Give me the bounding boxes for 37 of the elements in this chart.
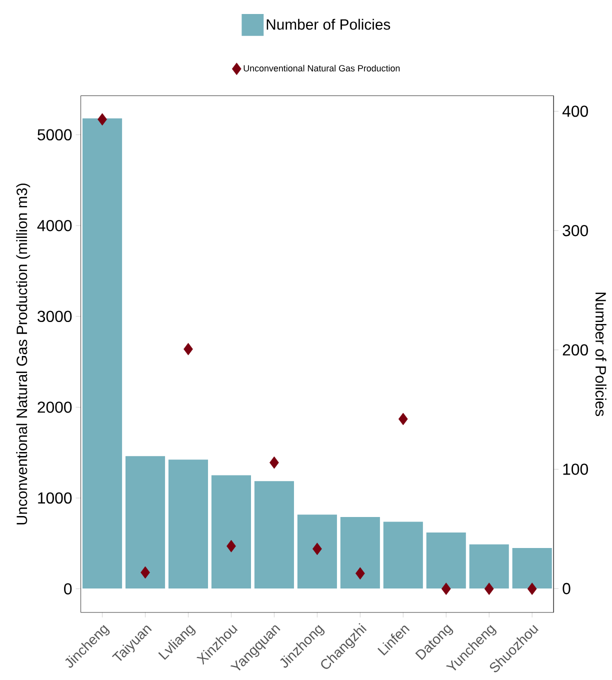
point — [484, 582, 494, 595]
bar — [340, 516, 380, 589]
bar — [469, 544, 509, 589]
bar — [211, 475, 251, 589]
bar — [426, 532, 466, 589]
bar — [297, 514, 337, 589]
bar — [383, 522, 423, 589]
bar — [512, 548, 552, 589]
y-tick-label: 3000 — [37, 310, 72, 322]
point — [269, 456, 279, 469]
point — [527, 582, 537, 595]
y2-tick-label: 0 — [562, 582, 570, 594]
y2-axis-title: Number of Policies — [595, 292, 606, 416]
y-tick-label: 1000 — [38, 492, 72, 504]
point — [312, 542, 322, 556]
legend-label: Number of Policies — [266, 18, 390, 30]
point — [226, 540, 236, 552]
point — [97, 113, 107, 126]
legend-label: Unconventional Natural Gas Production — [244, 64, 400, 72]
y-tick-label: 2000 — [38, 402, 72, 413]
y-tick-label: 0 — [64, 583, 72, 594]
point — [183, 342, 193, 356]
y2-tick-label: 200 — [562, 344, 588, 356]
point — [398, 412, 408, 426]
y2-tick-label: 100 — [563, 464, 588, 475]
y-axis-title: Unconventional Natural Gas Production (million m3) — [16, 184, 30, 524]
y-tick-label: 5000 — [37, 129, 72, 140]
bar — [82, 118, 122, 589]
point — [140, 566, 150, 579]
y2-tick-label: 300 — [562, 224, 588, 236]
bar — [254, 481, 294, 589]
bar — [168, 460, 208, 589]
bar — [125, 456, 165, 589]
point — [355, 567, 365, 580]
point — [441, 582, 451, 595]
y-tick-label: 4000 — [37, 220, 72, 232]
y2-tick-label: 400 — [562, 106, 588, 117]
